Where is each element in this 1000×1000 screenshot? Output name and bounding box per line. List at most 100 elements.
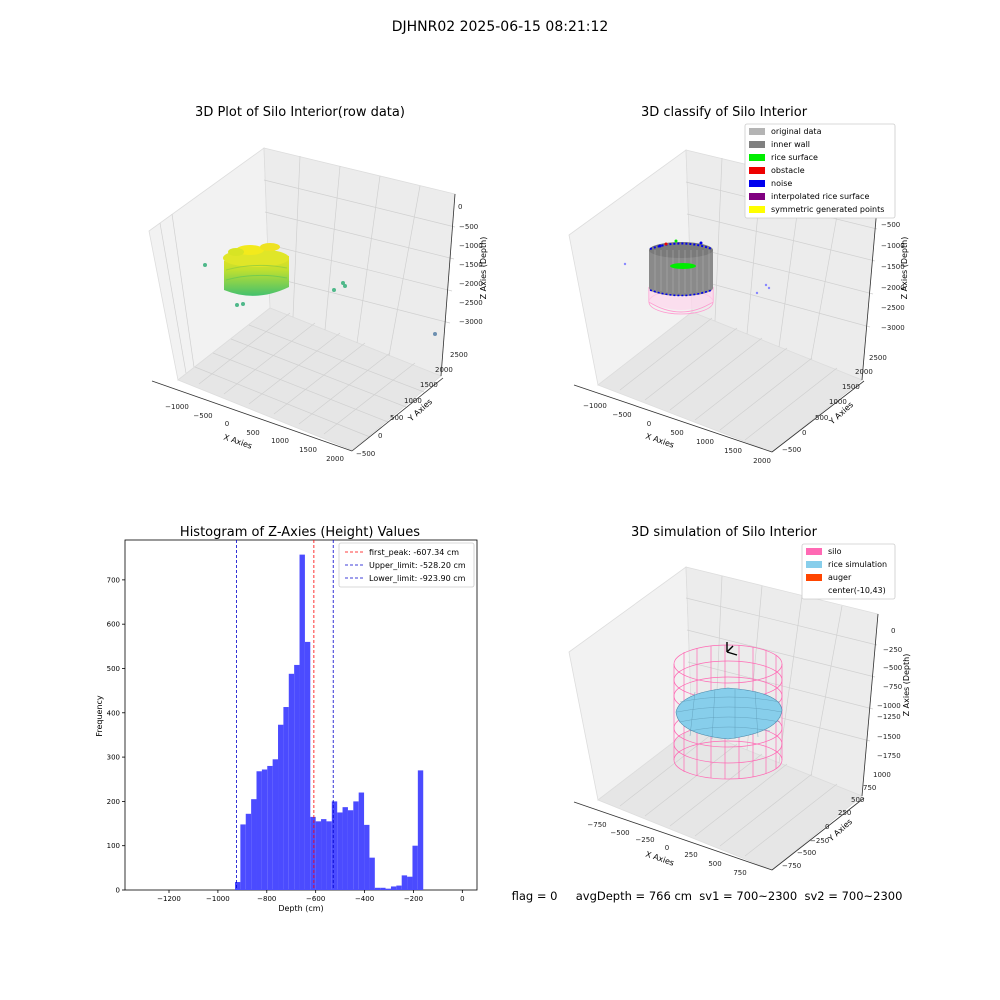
hist-xtick-label: −600 — [306, 895, 325, 903]
hist-legend-label: first_peak: -607.34 cm — [369, 548, 459, 557]
classify-legend-label: interpolated rice surface — [771, 192, 869, 201]
cls-ztick-1: −500 — [881, 221, 900, 229]
cls-ztick-5: −2500 — [881, 304, 905, 312]
hist-bar — [304, 641, 311, 890]
cls-ztick-2: −1000 — [881, 242, 905, 250]
hist-vlines — [236, 540, 334, 890]
sim-xtick-6: 750 — [733, 869, 746, 877]
hist-bar — [374, 887, 381, 890]
hist-yticks: 0 100 200 300 400 500 600 700 — [107, 576, 125, 895]
hist-yaxis-label: Frequency — [95, 695, 104, 737]
raw-ztick-1: −500 — [459, 223, 478, 231]
raw-xtick-5: 1500 — [299, 446, 317, 454]
cls-ztick-6: −3000 — [881, 324, 905, 332]
hist-bar — [401, 875, 408, 890]
hist-bar — [353, 801, 359, 890]
hist-bar — [245, 813, 252, 890]
raw-ytick-4: 1500 — [420, 381, 438, 389]
sim-xtick-1: −500 — [610, 829, 629, 837]
raw-ztick-3: −1500 — [459, 261, 483, 269]
sim-legend-swatch — [806, 574, 822, 581]
hist-legend: first_peak: -607.34 cm Upper_limit: -528.… — [338, 542, 475, 588]
hist-title: Histogram of Z-Axies (Height) Values — [180, 525, 420, 540]
hist-bar — [412, 845, 418, 890]
raw-point-cloud — [203, 243, 437, 336]
cls-ytick-1: 0 — [802, 429, 806, 437]
sim-xaxis-label: X Axies — [644, 850, 675, 868]
raw-ztick-2: −1000 — [459, 242, 483, 250]
sim-ztick-6: −1500 — [877, 733, 901, 741]
grid-lines — [159, 155, 456, 438]
sim-legend-label: silo — [828, 547, 842, 556]
hist-xticks: −1200 −1000 −800 −600 −400 −200 0 — [157, 890, 465, 903]
hist-bar — [407, 876, 413, 890]
hist-bar — [337, 812, 343, 890]
classify-legend-swatch — [749, 206, 765, 213]
sim-xtick-2: −250 — [635, 836, 654, 844]
hist-bars — [235, 554, 424, 890]
cls-xtick-6: 2000 — [753, 457, 771, 465]
hist-bar — [364, 824, 370, 890]
sim-ytick-5: 500 — [851, 796, 864, 804]
sim-ytick-4: 250 — [838, 809, 851, 817]
hist-xtick-label: −800 — [257, 895, 276, 903]
panel-classify-title: 3D classify of Silo Interior — [641, 105, 808, 120]
panel-sim-title: 3D simulation of Silo Interior — [631, 525, 818, 540]
hist-bar — [347, 810, 354, 890]
raw-ytick-labels: −500 0 500 1000 1500 2000 2500 — [356, 351, 468, 458]
hist-xtick-label: 0 — [460, 895, 464, 903]
classify-legend-swatch — [749, 154, 765, 161]
hist-ytick-label: 400 — [107, 709, 120, 717]
cls-ytick-4: 1500 — [842, 383, 860, 391]
hist-bar — [294, 664, 300, 890]
raw-xtick-2: 0 — [225, 420, 229, 428]
hist-bar — [390, 886, 397, 890]
cls-ytick-2: 500 — [815, 414, 828, 422]
hist-xtick-label: −1000 — [206, 895, 230, 903]
classify-legend-swatch — [749, 180, 765, 187]
raw-ztick-labels: 0 −500 −1000 −1500 −2000 −2500 −3000 — [458, 203, 483, 326]
sim-legend-swatch — [806, 561, 822, 568]
raw-ytick-6: 2500 — [450, 351, 468, 359]
classify-legend-label: obstacle — [771, 166, 805, 175]
raw-ztick-0: 0 — [458, 203, 462, 211]
classify-ytick-labels: −500 0 500 1000 1500 2000 2500 — [782, 354, 887, 454]
raw-xtick-0: −1000 — [165, 403, 189, 411]
hist-ytick-label: 700 — [107, 576, 120, 584]
hist-bar — [261, 769, 268, 890]
cls-xtick-1: −500 — [612, 411, 631, 419]
sim-ztick-labels: 0 −250 −500 −750 −1000 −1250 −1500 −1750 — [877, 627, 902, 760]
hist-bar — [380, 887, 386, 890]
classify-legend: original data inner wall rice surface obsta… — [744, 123, 896, 219]
raw-xtick-6: 2000 — [326, 455, 344, 463]
hist-ytick-label: 200 — [107, 798, 120, 806]
hist-legend-label: Lower_limit: -923.90 cm — [369, 574, 466, 583]
hist-bar — [358, 792, 365, 890]
cls-ytick-3: 1000 — [829, 398, 847, 406]
raw-ytick-5: 2000 — [435, 366, 453, 374]
hist-bar — [251, 799, 257, 890]
hist-ytick-label: 500 — [107, 665, 120, 673]
raw-ztick-4: −2000 — [459, 280, 483, 288]
sim-ytick-labels: −750 −500 −250 0 250 500 750 1000 — [782, 771, 891, 870]
raw-ytick-2: 500 — [390, 414, 403, 422]
cls-xtick-3: 500 — [670, 429, 683, 437]
cls-xtick-5: 1500 — [724, 447, 742, 455]
sim-xtick-0: −750 — [587, 821, 606, 829]
hist-xtick-label: −400 — [355, 895, 374, 903]
hist-ytick-label: 0 — [116, 887, 120, 895]
hist-bar — [235, 882, 241, 890]
classify-legend-label: symmetric generated points — [771, 205, 884, 214]
sim-rice-surface — [675, 687, 783, 740]
hist-ytick-label: 100 — [107, 842, 120, 850]
classify-legend-label: inner wall — [771, 140, 810, 149]
classify-legend-label: rice surface — [771, 153, 818, 162]
sim-legend-swatch — [806, 587, 822, 594]
sim-ytick-3: 0 — [825, 823, 829, 831]
sim-ztick-7: −1750 — [877, 752, 901, 760]
hist-bar — [326, 821, 332, 890]
hist-bar — [299, 554, 305, 890]
sim-ztick-1: −250 — [883, 646, 902, 654]
panel-simulation-3d: 3D simulation of Silo Interior −750 −500… — [568, 525, 911, 877]
